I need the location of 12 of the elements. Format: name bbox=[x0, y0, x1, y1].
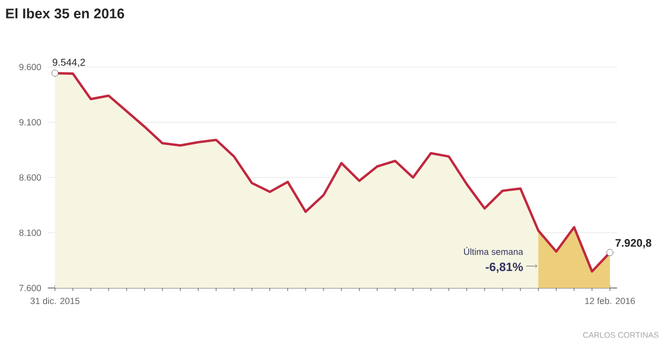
data-label: 9.544,2 bbox=[52, 58, 85, 67]
y-tick-label: 9.100 bbox=[19, 119, 41, 126]
annotation: Última semana bbox=[464, 247, 524, 255]
x-tick-label: 12 feb. 2016 bbox=[585, 297, 635, 304]
y-tick-label: 8.100 bbox=[19, 230, 41, 236]
y-tick-label: 7.600 bbox=[19, 284, 41, 292]
y-tick-label: 9.600 bbox=[19, 64, 41, 70]
chart-title: El Ibex 35 en 2016 bbox=[6, 8, 124, 18]
data-label: 7.920,8 bbox=[616, 239, 652, 248]
x-tick-label: 31 dic. 2015 bbox=[30, 297, 80, 304]
annotation: -6,81% bbox=[486, 262, 523, 273]
y-tick-label: 8.600 bbox=[19, 174, 41, 181]
